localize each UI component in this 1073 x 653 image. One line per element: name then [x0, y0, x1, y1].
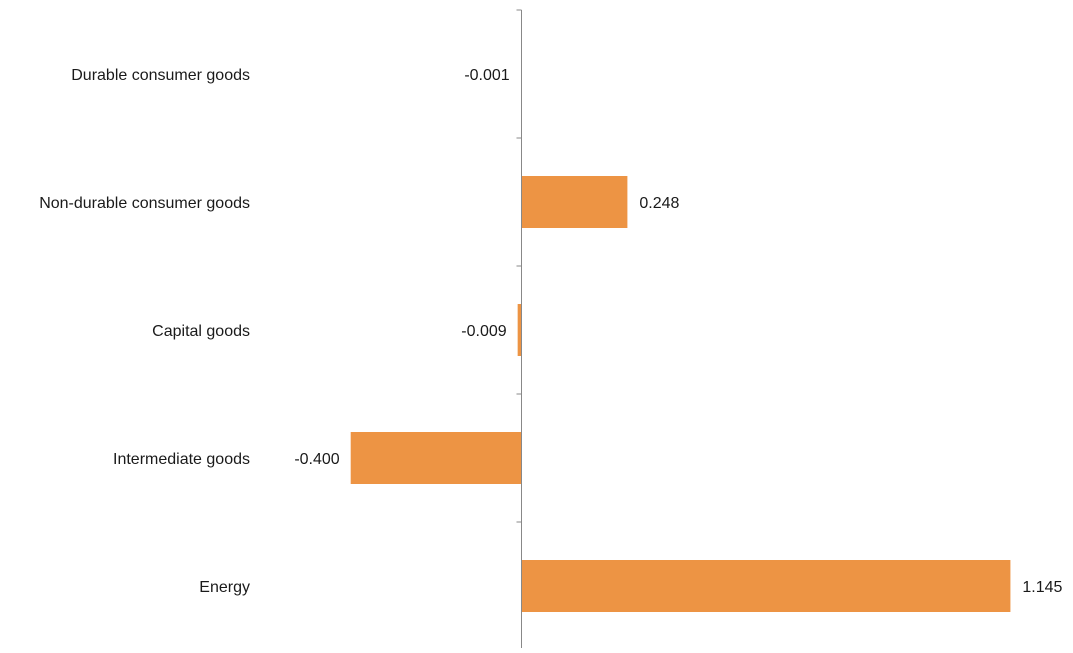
- category-label: Durable consumer goods: [71, 67, 250, 84]
- category-label: Energy: [199, 579, 250, 596]
- bar: [521, 176, 628, 228]
- category-labels: Durable consumer goods Non-durable consum…: [39, 67, 250, 596]
- bar: [517, 304, 522, 356]
- data-label: 1.145: [1022, 579, 1062, 596]
- category-label: Non-durable consumer goods: [39, 195, 250, 212]
- data-label: -0.001: [464, 67, 509, 84]
- bar: [350, 432, 522, 484]
- category-label: Intermediate goods: [113, 451, 250, 468]
- bar: [521, 560, 1011, 612]
- category-label: Capital goods: [152, 323, 250, 340]
- data-label: -0.009: [461, 323, 506, 340]
- data-label: 0.248: [639, 195, 679, 212]
- data-labels: -0.001 0.248 -0.009 -0.400 1.145: [294, 67, 1062, 596]
- bars-layer: [350, 48, 1011, 612]
- data-label: -0.400: [294, 451, 339, 468]
- category-axis: [516, 9, 522, 648]
